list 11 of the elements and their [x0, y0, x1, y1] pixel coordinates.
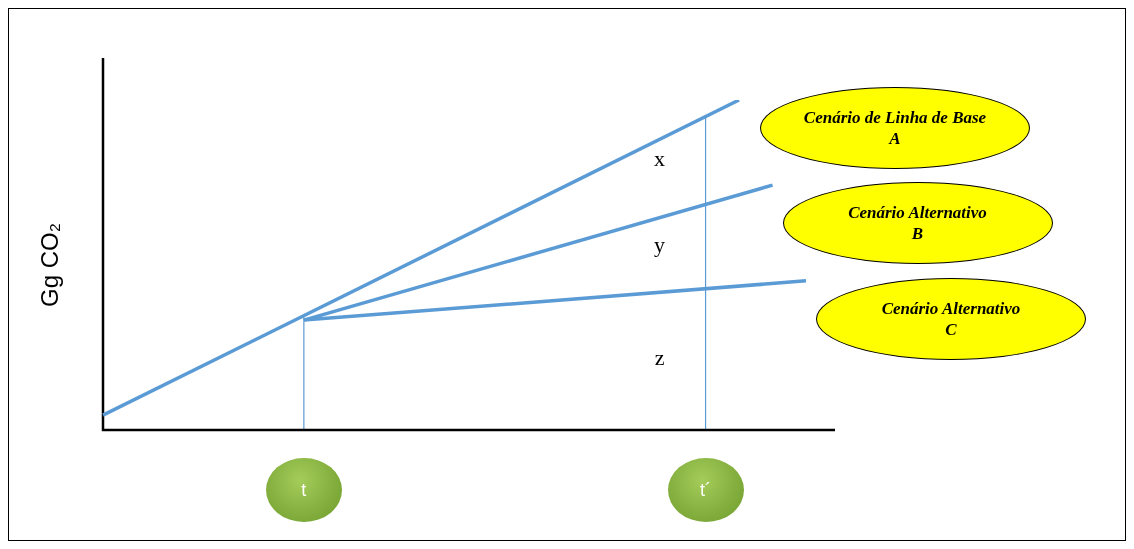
annotation: y: [654, 232, 666, 258]
ellipse-label: Cenário Alternativo B: [782, 182, 1053, 265]
x-tick-label: t: [301, 479, 307, 501]
annotation: x: [654, 146, 666, 172]
x-tick-label: t´: [700, 479, 712, 501]
circle-badge: t´: [667, 458, 744, 522]
ellipse-label: Cenário Alternativo C: [816, 277, 1086, 360]
ellipse-label: Cenário de Linha de Base A: [760, 87, 1030, 169]
annotation: z: [654, 345, 665, 371]
y-axis-title: Gg CO₂: [35, 222, 64, 309]
circle-badge: t: [265, 458, 342, 522]
